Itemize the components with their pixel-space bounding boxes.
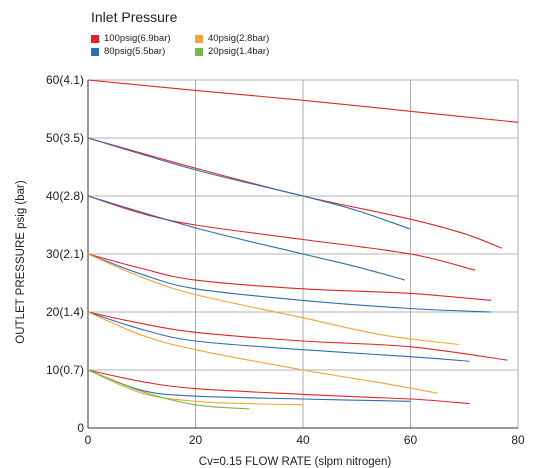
legend-swatch-80psig: [91, 47, 99, 56]
series-line: [87, 253, 492, 301]
legend-label-40psig: 40psig(2.8bar): [208, 33, 270, 44]
x-tick-label: 60: [404, 433, 418, 447]
y-tick-label: 60(4.1): [46, 73, 84, 87]
x-tick-label: 20: [189, 433, 203, 447]
series-line: [87, 369, 304, 406]
x-tick-label: 0: [85, 433, 92, 447]
legend-item-40psig: 40psig(2.8bar): [195, 33, 269, 44]
series-line: [87, 79, 519, 123]
series-line: [87, 137, 503, 249]
legend-title: Inlet Pressure: [91, 9, 178, 25]
y-tick-label: 20(1.4): [46, 305, 84, 319]
legend-swatch-20psig: [195, 47, 203, 56]
y-tick-label: 40(2.8): [46, 189, 84, 203]
series-line: [87, 195, 476, 271]
y-tick-label: 30(2.1): [46, 247, 84, 261]
x-tick-label: 40: [296, 433, 310, 447]
y-tick-label: 50(3.5): [46, 131, 84, 145]
series-line: [87, 369, 411, 402]
series-line: [87, 369, 470, 405]
series-line: [87, 311, 470, 362]
legend-label-20psig: 20psig(1.4bar): [208, 46, 270, 57]
legend-label-100psig: 100psig(6.9bar): [104, 33, 171, 44]
series-line: [87, 311, 438, 394]
y-axis-title: OUTLET PRESSURE psig (bar): [15, 180, 27, 344]
series-line: [87, 311, 508, 361]
series-line: [87, 369, 250, 410]
legend-item-100psig: 100psig(6.9bar): [91, 33, 171, 44]
series-line: [87, 253, 492, 313]
series-line: [87, 253, 459, 346]
series-line: [87, 137, 411, 230]
legend-item-80psig: 80psig(5.5bar): [91, 46, 165, 57]
x-tick-label: 80: [511, 433, 525, 447]
x-axis-title: Cv=0.15 FLOW RATE (slpm nitrogen): [199, 456, 392, 468]
series-line: [87, 195, 406, 281]
legend-swatch-40psig: [195, 34, 203, 43]
legend-label-80psig: 80psig(5.5bar): [104, 46, 166, 57]
legend-item-20psig: 20psig(1.4bar): [195, 46, 269, 57]
y-tick-label: 10(0.7): [46, 363, 84, 377]
y-tick-label: 0: [77, 421, 84, 435]
legend-swatch-100psig: [91, 34, 99, 43]
